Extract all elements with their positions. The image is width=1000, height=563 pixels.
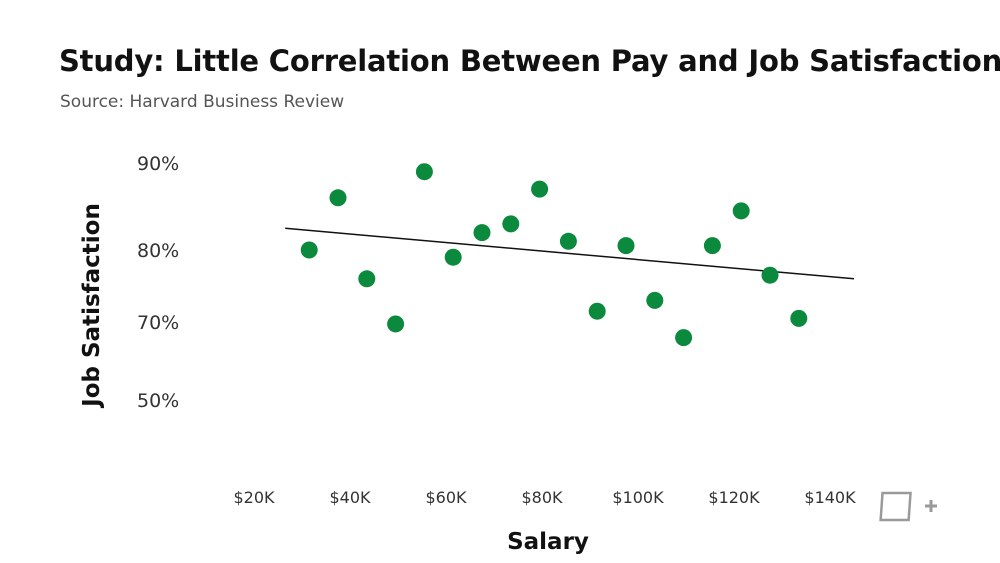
data-point [790,309,808,327]
x-tick-label: $60K [425,488,467,507]
data-point [588,302,606,320]
data-point [646,291,664,309]
x-tick-label: $80K [521,488,563,507]
trendline-group [285,227,855,280]
data-point [300,241,318,259]
chart-subtitle: Source: Harvard Business Review [60,92,345,112]
data-point [703,237,721,255]
data-point [415,163,433,181]
data-point [617,237,635,255]
plus-box-icon [879,491,937,522]
data-point [358,270,376,288]
x-axis-label: Salary [507,529,589,555]
data-point [444,248,462,266]
y-tick-label: 50% [137,390,179,412]
y-tick-label: 70% [137,312,179,334]
data-point [502,215,520,233]
data-point [675,329,693,347]
data-point [387,315,405,333]
data-point [559,232,577,250]
y-axis-ticks: 90% 80% 70% 50% [137,153,179,412]
y-tick-label: 90% [137,153,179,175]
x-tick-label: $140K [804,488,856,507]
trendline [285,227,855,280]
x-tick-label: $40K [329,488,371,507]
y-tick-label: 80% [137,240,179,262]
x-tick-label: $120K [708,488,760,507]
x-axis-ticks: $20K $40K $60K $80K $100K $120K $140K [233,488,856,507]
data-point [761,266,779,284]
data-point [473,224,491,242]
y-axis-label: Job Satisfaction [79,203,105,409]
data-point [732,202,750,220]
x-tick-label: $100K [612,488,664,507]
data-point [531,180,549,198]
data-point [329,189,347,207]
data-points [300,163,808,347]
chart-title: Study: Little Correlation Between Pay an… [59,44,1000,78]
x-tick-label: $20K [233,488,275,507]
